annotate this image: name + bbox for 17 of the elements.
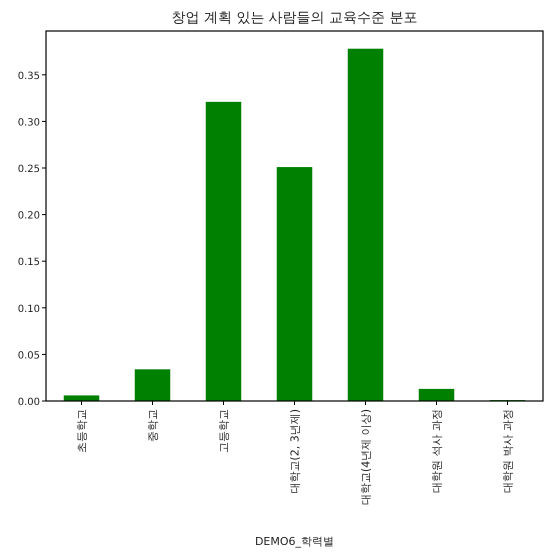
x-tick-label: 대학교(2, 3년제) [288,409,302,494]
y-tick-label: 0.15 [18,257,40,268]
y-tick-label: 0.20 [18,210,40,222]
x-tick-label: 초등학교 [76,409,88,453]
chart-title: 창업 계획 있는 사람들의 교육수준 분포 [171,10,418,26]
x-tick-label: 대학교(4년제 이상) [360,409,372,506]
y-tick-label: 0.30 [18,117,40,128]
x-tick-label: 중학교 [146,409,160,442]
y-tick-label: 0.10 [18,304,40,315]
y-tick-label: 0.00 [18,397,40,408]
y-tick-label: 0.35 [18,70,40,82]
x-tick-label: 대학원 석사 과정 [430,409,444,493]
x-tick-label: 고등학교 [218,409,230,453]
x-axis-title: DEMO6_학력별 [254,535,334,548]
y-tick-label: 0.05 [18,350,40,362]
y-tick-label: 0.25 [18,164,40,176]
x-tick-label: 대학원 박사 과정 [502,409,514,493]
